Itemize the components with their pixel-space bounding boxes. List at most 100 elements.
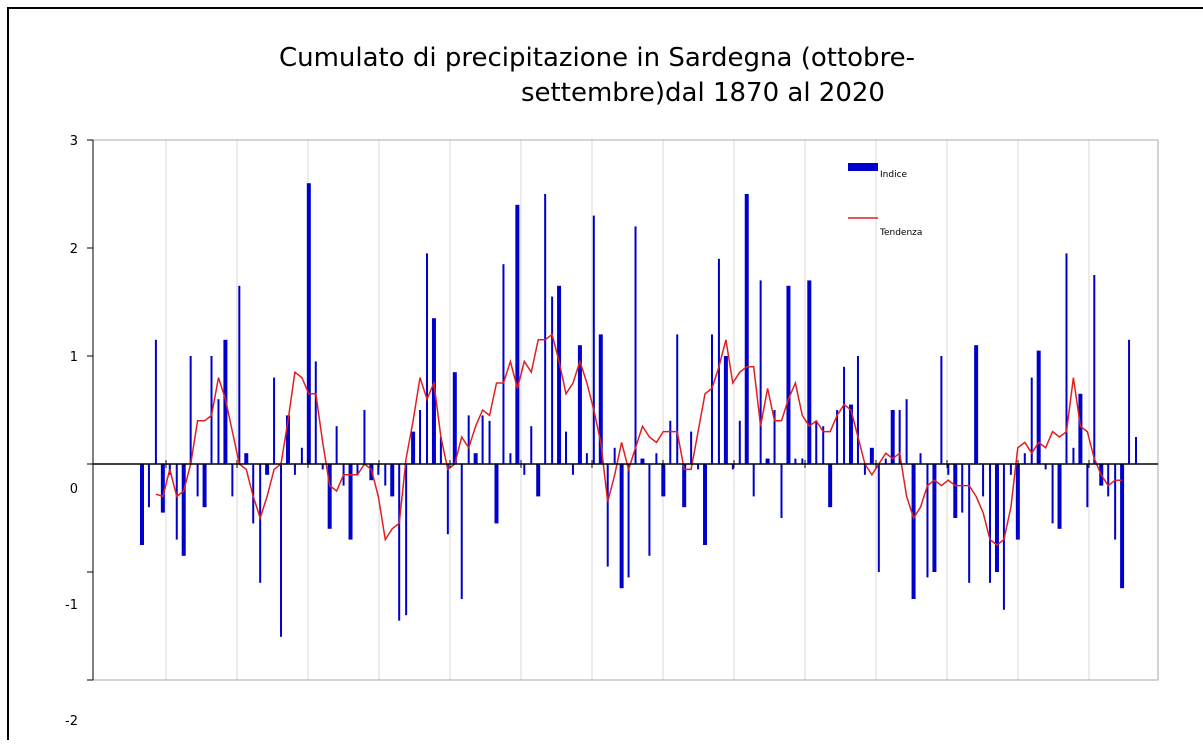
bar <box>898 410 901 464</box>
bar <box>884 458 887 464</box>
bar <box>710 334 713 464</box>
bar <box>961 464 964 513</box>
bar <box>703 464 708 545</box>
chart-title: Cumulato di precipitazione in Sardegna (… <box>279 43 915 73</box>
bar <box>1057 464 1062 529</box>
bar <box>619 464 624 589</box>
bar <box>640 458 645 464</box>
legend-swatch <box>848 163 878 171</box>
bar <box>968 464 971 583</box>
y-tick-label: -2 <box>65 714 78 729</box>
bar <box>786 285 791 464</box>
bar <box>571 464 574 475</box>
bar <box>488 420 491 464</box>
bar <box>1120 464 1125 589</box>
bar <box>828 464 833 508</box>
bar <box>1030 377 1033 464</box>
bar <box>460 464 463 599</box>
bar <box>321 464 324 470</box>
bar <box>431 318 436 464</box>
outer-frame <box>7 7 1203 744</box>
bar <box>481 415 484 464</box>
bar <box>598 334 603 464</box>
bar <box>1023 453 1026 464</box>
bar <box>523 464 526 475</box>
bar <box>557 285 562 464</box>
bar <box>801 458 804 464</box>
bar <box>244 453 249 464</box>
bar <box>655 453 658 464</box>
bar <box>1114 464 1117 540</box>
bar <box>869 447 874 464</box>
y-tick-label: 2 <box>70 242 78 257</box>
bar <box>327 464 332 529</box>
bar <box>661 464 666 497</box>
bar <box>446 464 449 535</box>
y-tick-label: 1 <box>70 350 78 365</box>
bar <box>494 464 499 524</box>
bar <box>273 377 276 464</box>
y-tick-label: 0 <box>70 482 78 497</box>
bar <box>147 464 150 508</box>
bar <box>731 464 734 470</box>
bar <box>697 464 700 470</box>
bar <box>994 464 999 572</box>
bar <box>300 447 303 464</box>
bar <box>863 464 866 475</box>
bar <box>932 464 937 572</box>
y-tick-label: -1 <box>65 598 78 613</box>
bar <box>669 420 672 464</box>
bar <box>202 464 207 508</box>
bar <box>306 183 311 464</box>
bar <box>452 372 457 464</box>
bar <box>1044 464 1047 470</box>
bar <box>1072 447 1075 464</box>
bar <box>627 464 630 578</box>
bar <box>348 464 353 540</box>
bar <box>690 431 693 464</box>
bar <box>398 464 401 621</box>
bar <box>473 453 478 464</box>
bar <box>196 464 199 497</box>
bar <box>744 194 749 464</box>
bar <box>377 464 380 475</box>
bar <box>780 464 783 518</box>
chart-title: settembre)dal 1870 al 2020 <box>521 78 885 108</box>
bar <box>384 464 387 486</box>
bar <box>974 345 979 464</box>
bar <box>467 415 470 464</box>
bar <box>982 464 985 497</box>
bar <box>765 458 770 464</box>
bar <box>926 464 929 578</box>
bar <box>807 280 812 464</box>
bar <box>1051 464 1054 524</box>
bar <box>140 464 144 545</box>
bar <box>425 253 428 464</box>
bar <box>1093 275 1096 464</box>
bar <box>502 264 505 464</box>
bar <box>411 431 416 464</box>
bar <box>509 453 512 464</box>
bar <box>953 464 958 518</box>
bar <box>822 426 825 464</box>
bar <box>1135 437 1137 464</box>
legend-label: Tendenza <box>879 228 922 238</box>
bar <box>585 453 588 464</box>
plot-frame <box>92 139 1159 681</box>
bar <box>676 334 679 464</box>
bar <box>544 194 547 464</box>
bar <box>592 215 595 464</box>
bar <box>905 399 908 464</box>
bar <box>259 464 262 583</box>
bar <box>648 464 651 556</box>
bar <box>849 404 854 464</box>
bar <box>530 426 533 464</box>
bar <box>551 296 554 464</box>
bar <box>210 356 213 464</box>
bar <box>634 226 637 464</box>
bar <box>363 410 366 464</box>
bar <box>231 464 234 497</box>
bar <box>565 431 568 464</box>
bar <box>1015 464 1020 540</box>
